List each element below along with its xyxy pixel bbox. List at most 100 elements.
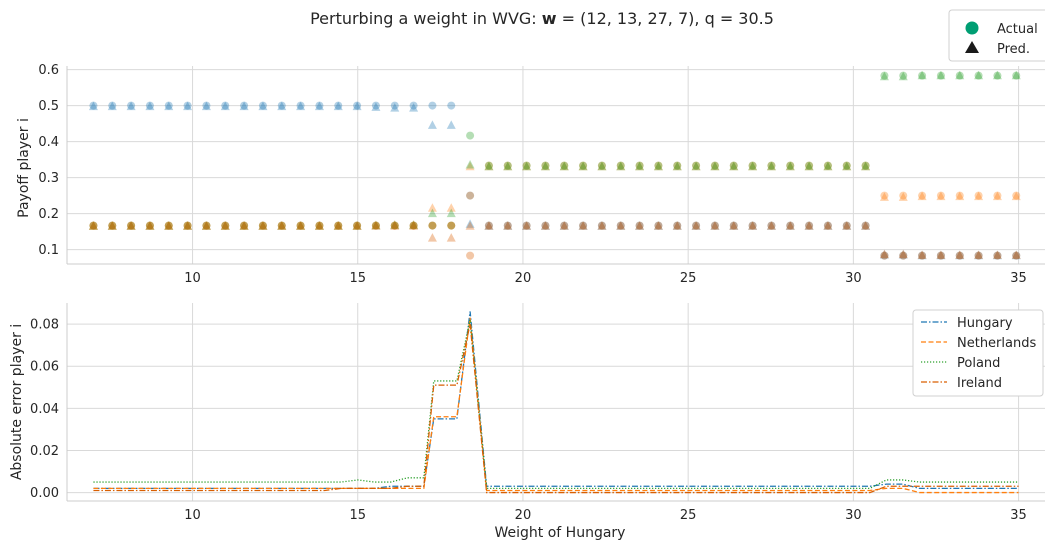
payoff-poland-actual-point (579, 161, 588, 170)
payoff-hungary-actual-point (579, 221, 588, 230)
payoff-netherlands-pred-point (465, 161, 475, 171)
error-y-label: Absolute error player i (9, 324, 25, 480)
payoff-ireland-actual-point (729, 221, 738, 230)
payoff-ireland-actual-point (880, 251, 889, 260)
payoff-ireland-pred-point (898, 249, 908, 259)
payoff-y-tick-label: 0.5 (38, 99, 59, 114)
legend-label-netherlands: Netherlands (957, 336, 1036, 351)
payoff-netherlands-pred-point (277, 221, 287, 230)
payoff-netherlands-pred-point (691, 161, 701, 171)
payoff-netherlands-pred-point (1011, 191, 1021, 201)
payoff-poland-actual-point (258, 221, 267, 230)
payoff-hungary-pred-point (409, 103, 419, 112)
payoff-poland-actual-point (786, 161, 795, 170)
payoff-x-tick-label: 15 (349, 271, 366, 286)
payoff-netherlands-actual-point (616, 161, 625, 170)
payoff-hungary-pred-point (201, 101, 211, 111)
payoff-ireland-pred-point (277, 221, 287, 230)
error-lines (93, 311, 1019, 494)
payoff-hungary-actual-point (710, 221, 719, 230)
payoff-hungary-actual-point (334, 101, 343, 110)
payoff-ireland-pred-point (183, 221, 193, 230)
payoff-hungary-actual-point (258, 101, 267, 110)
payoff-hungary-pred-point (729, 221, 739, 230)
payoff-poland-actual-point (183, 221, 192, 230)
payoff-netherlands-pred-point (992, 191, 1002, 201)
payoff-poland-pred-point (597, 161, 607, 171)
payoff-ireland-actual-point (240, 221, 249, 230)
payoff-netherlands-actual-point (692, 161, 701, 170)
payoff-ireland-actual-point (334, 221, 343, 230)
payoff-x-ticks: 10 15 20 25 30 35 (184, 271, 1027, 286)
payoff-poland-actual-point (202, 221, 211, 230)
payoff-ireland-pred-point (879, 249, 889, 259)
payoff-y-label: Payoff player i (16, 118, 32, 218)
payoff-poland-actual-point (484, 161, 493, 170)
payoff-ireland-actual-point (936, 251, 945, 260)
payoff-netherlands-pred-point (955, 191, 965, 201)
payoff-hungary-actual-point (108, 101, 117, 110)
payoff-ireland-actual-point (466, 251, 475, 260)
payoff-hungary-pred-point (804, 221, 814, 230)
payoff-hungary-pred-point (748, 221, 758, 230)
payoff-legend: Actual Pred. (948, 9, 1045, 62)
payoff-netherlands-pred-point (616, 161, 626, 171)
payoff-ireland-pred-point (672, 221, 682, 230)
payoff-hungary-pred-point (672, 221, 682, 230)
payoff-netherlands-pred-point (258, 221, 268, 230)
payoff-ireland-actual-point (993, 251, 1002, 260)
payoff-netherlands-actual-point (183, 221, 192, 230)
payoff-netherlands-pred-point (239, 221, 249, 230)
payoff-netherlands-actual-point (484, 161, 493, 170)
payoff-poland-pred-point (220, 221, 230, 230)
payoff-ireland-pred-point (446, 233, 456, 242)
payoff-netherlands-actual-point (145, 221, 154, 230)
payoff-netherlands-actual-point (955, 191, 964, 200)
payoff-netherlands-actual-point (315, 221, 324, 230)
payoff-ireland-pred-point (503, 221, 513, 230)
payoff-hungary-actual-point (899, 251, 908, 260)
payoff-netherlands-actual-point (258, 221, 267, 230)
payoff-poland-actual-point (503, 161, 512, 170)
payoff-ireland-pred-point (314, 221, 324, 230)
payoff-hungary-pred-point (710, 221, 720, 230)
payoff-hungary-pred-point (258, 101, 268, 111)
payoff-hungary-actual-point (240, 101, 249, 110)
payoff-netherlands-actual-point (127, 221, 136, 230)
payoff-poland-actual-point (145, 221, 154, 230)
payoff-netherlands-actual-point (842, 161, 851, 170)
payoff-grid (66, 66, 1045, 265)
payoff-poland-pred-point (1011, 70, 1021, 80)
payoff-poland-pred-point (126, 221, 136, 230)
payoff-hungary-actual-point (466, 191, 475, 200)
payoff-hungary-actual-point (315, 101, 324, 110)
payoff-netherlands-actual-point (786, 161, 795, 170)
payoff-poland-pred-point (107, 221, 117, 230)
payoff-ireland-pred-point (145, 221, 155, 230)
payoff-poland-pred-point (917, 70, 927, 80)
payoff-ireland-pred-point (371, 221, 381, 230)
payoff-ireland-pred-point (126, 221, 136, 230)
payoff-poland-pred-point (314, 221, 324, 230)
payoff-ireland-actual-point (597, 221, 606, 230)
error-y-tick-label: 0.02 (30, 444, 59, 459)
payoff-poland-actual-point (277, 221, 286, 230)
payoff-netherlands-actual-point (89, 221, 98, 230)
payoff-hungary-actual-point (89, 101, 98, 110)
payoff-hungary-pred-point (766, 221, 776, 230)
figure-title: Perturbing a weight in WVG: w = (12, 13,… (310, 9, 774, 28)
payoff-hungary-actual-point (145, 101, 154, 110)
payoff-poland-actual-point (692, 161, 701, 170)
payoff-y-tick-label: 0.6 (38, 63, 59, 78)
payoff-ireland-pred-point (804, 221, 814, 230)
payoff-poland-pred-point (145, 221, 155, 230)
payoff-poland-actual-point (371, 221, 380, 230)
payoff-ireland-pred-point (616, 221, 626, 230)
payoff-ireland-actual-point (145, 221, 154, 230)
payoff-netherlands-pred-point (861, 161, 871, 171)
payoff-poland-actual-point (541, 161, 550, 170)
payoff-poland-actual-point (823, 161, 832, 170)
legend-actual-label: Actual (997, 22, 1038, 37)
payoff-ireland-actual-point (616, 221, 625, 230)
